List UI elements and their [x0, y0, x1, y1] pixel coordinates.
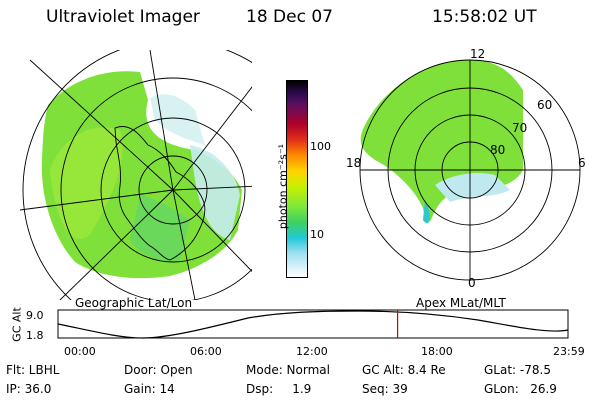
colorbar-tick-100: 100: [310, 140, 331, 153]
colorbar-unit-label: photon cm⁻²s⁻¹: [276, 143, 290, 230]
status-door: Door: Open: [124, 363, 193, 377]
status-glon: GLon: 26.9: [484, 382, 557, 396]
status-mode: Mode: Normal: [246, 363, 330, 377]
instrument-title: Ultraviolet Imager: [46, 7, 200, 27]
status-flt: Flt: LBHL: [6, 363, 60, 377]
status-glat: GLat: -78.5: [484, 363, 551, 377]
status-gc-alt: GC Alt: 8.4 Re: [362, 363, 446, 377]
altitude-ylabel: GC Alt: [10, 307, 24, 342]
aurora-emission-apex: [360, 60, 523, 222]
colorbar-tick-10: 10: [310, 228, 324, 241]
geographic-map[interactable]: [20, 50, 280, 300]
mlt-label-18: 18: [346, 156, 362, 170]
time-label: 15:58:02 UT: [432, 7, 537, 27]
status-gain: Gain: 14: [124, 382, 175, 396]
mlat-label-70: 70: [512, 121, 528, 135]
altitude-ytick-top: 9.0: [26, 309, 44, 322]
xtick-1200: 12:00: [296, 345, 328, 358]
altitude-ytick-bottom: 1.8: [26, 329, 44, 342]
mlat-label-60: 60: [537, 98, 553, 112]
xtick-2359: 23:59: [553, 345, 585, 358]
status-ip: IP: 36.0: [6, 382, 52, 396]
mlt-label-12: 12: [470, 47, 486, 61]
xtick-1800: 18:00: [421, 345, 453, 358]
xtick-0000: 00:00: [64, 345, 96, 358]
apex-caption: Apex MLat/MLT: [416, 296, 506, 310]
mlt-label-6: 6: [578, 156, 586, 170]
status-dsp: Dsp: 1.9: [246, 382, 312, 396]
mlt-label-0: 0: [468, 276, 476, 290]
date-label: 18 Dec 07: [246, 7, 333, 27]
geo-caption: Geographic Lat/Lon: [75, 296, 193, 310]
apex-polar-map[interactable]: [345, 50, 595, 300]
altitude-curve: [57, 310, 569, 339]
mlat-label-80: 80: [490, 143, 506, 157]
status-seq: Seq: 39: [362, 382, 408, 396]
xtick-0600: 06:00: [190, 345, 222, 358]
altitude-plot[interactable]: [57, 309, 570, 340]
colorbar: [286, 80, 308, 278]
